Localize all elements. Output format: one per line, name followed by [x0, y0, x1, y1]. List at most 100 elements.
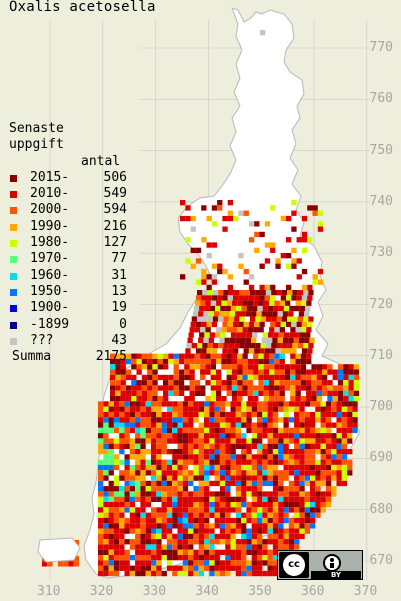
occurrence-cell [156, 438, 162, 444]
occurrence-cell [98, 464, 104, 471]
occurrence-cell [241, 502, 247, 508]
occurrence-cell [265, 343, 272, 349]
occurrence-cell [278, 507, 284, 513]
occurrence-cell [135, 565, 141, 571]
occurrence-cell [124, 496, 130, 502]
occurrence-cell [177, 517, 183, 524]
x-tick-label: 340 [195, 584, 219, 599]
occurrence-cell [225, 486, 231, 492]
occurrence-cell [246, 401, 252, 407]
occurrence-cell [145, 496, 151, 502]
occurrence-cell [136, 390, 142, 396]
occurrence-cell [129, 443, 136, 449]
occurrence-cell [209, 523, 215, 529]
occurrence-cell [242, 327, 248, 333]
legend-row: -1899 0 [9, 316, 127, 333]
occurrence-cell [103, 417, 109, 423]
occurrence-cell [204, 422, 210, 428]
occurrence-cell [166, 565, 173, 571]
occurrence-cell [294, 305, 300, 312]
occurrence-cell [294, 502, 300, 508]
occurrence-cell [230, 459, 236, 465]
occurrence-cell [251, 427, 257, 434]
occurrence-cell [182, 549, 189, 555]
occurrence-cell [240, 311, 246, 317]
occurrence-cell [161, 517, 167, 524]
occurrence-cell [233, 215, 239, 222]
occurrence-cell [204, 475, 210, 481]
occurrence-cell [216, 358, 222, 365]
occurrence-cell [222, 348, 228, 354]
occurrence-cell [325, 433, 332, 439]
occurrence-cell [225, 459, 231, 465]
occurrence-cell [306, 390, 312, 396]
occurrence-cell [193, 539, 199, 545]
occurrence-cell [235, 480, 242, 487]
occurrence-cell [269, 358, 275, 365]
occurrence-cell [310, 438, 316, 444]
occurrence-cell [124, 438, 130, 444]
occurrence-cell [230, 565, 236, 571]
occurrence-cell [243, 295, 249, 301]
occurrence-cell [129, 512, 136, 518]
occurrence-cell [140, 433, 146, 439]
legend-count: 43 [111, 332, 127, 348]
occurrence-cell [221, 364, 227, 370]
occurrence-cell [182, 533, 189, 540]
occurrence-cell [247, 327, 254, 333]
occurrence-cell [193, 454, 199, 460]
occurrence-cell [272, 411, 279, 418]
occurrence-cell [189, 369, 195, 375]
occurrence-cell [316, 396, 322, 402]
occurrence-cell [225, 544, 231, 550]
occurrence-cell [204, 438, 210, 444]
legend-count: 19 [111, 300, 127, 316]
occurrence-cell [103, 486, 109, 492]
occurrence-cell [251, 411, 257, 418]
legend-label: -1899 [30, 316, 70, 332]
occurrence-cell [194, 358, 201, 365]
occurrence-cell [254, 348, 260, 354]
occurrence-cell [182, 507, 189, 513]
occurrence-cell [103, 533, 109, 540]
occurrence-cell [262, 411, 268, 418]
occurrence-cell [230, 411, 236, 418]
occurrence-cell [204, 533, 210, 540]
occurrence-cell [119, 523, 125, 529]
occurrence-cell [310, 422, 316, 428]
occurrence-cell [113, 464, 120, 471]
occurrence-cell [193, 555, 199, 561]
occurrence-cell [129, 565, 136, 571]
occurrence-cell [315, 433, 321, 439]
occurrence-cell [211, 295, 218, 301]
occurrence-cell [325, 427, 332, 434]
occurrence-cell [166, 539, 173, 545]
occurrence-cell [337, 369, 344, 375]
occurrence-cell [151, 427, 157, 434]
occurrence-cell [241, 549, 247, 555]
occurrence-cell [290, 390, 296, 396]
occurrence-cell [274, 369, 280, 375]
occurrence-cell [115, 374, 121, 381]
occurrence-cell [301, 237, 308, 243]
occurrence-cell [310, 443, 316, 449]
occurrence-cell [237, 300, 243, 306]
occurrence-cell [295, 374, 301, 381]
cc-license-badge[interactable]: cc BY [277, 550, 363, 580]
occurrence-cell [216, 390, 222, 396]
occurrence-cell [209, 401, 215, 407]
occurrence-cell [204, 464, 210, 471]
occurrence-cell [205, 396, 211, 402]
occurrence-cell [140, 555, 146, 561]
occurrence-cell [204, 528, 210, 534]
occurrence-cell [108, 533, 114, 540]
occurrence-cell [103, 560, 109, 566]
occurrence-cell [225, 438, 231, 444]
occurrence-cell [257, 533, 263, 540]
occurrence-cell [108, 406, 114, 412]
occurrence-cell [135, 523, 141, 529]
occurrence-cell [214, 417, 220, 423]
occurrence-cell [304, 480, 310, 487]
legend-label: 1990- [30, 218, 70, 234]
